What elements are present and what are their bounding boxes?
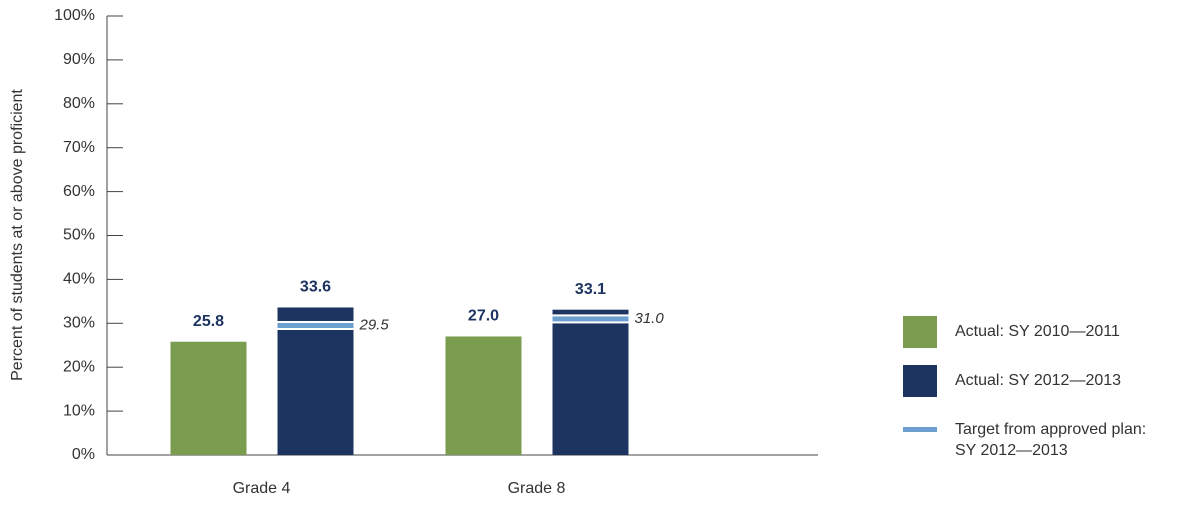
legend-label-box: Target from approved plan: SY 2012—2013 [955,421,1147,459]
y-tick-label: 40% [63,271,95,288]
y-tick-label: 50% [63,227,95,244]
bar [170,341,247,455]
y-axis-title: Percent of students at or above proficie… [9,89,26,381]
target-marker [277,322,354,328]
legend-swatch [903,365,937,397]
y-tick-label: 90% [63,51,95,68]
bar [277,307,354,455]
bar [445,336,522,455]
legend-swatch [903,316,937,348]
y-tick-label: 60% [63,183,95,200]
legend-swatch [903,427,937,432]
value-label: 25.8 [193,313,224,330]
legend-label: Target from approved plan: SY 2012—2013 [955,421,1147,459]
y-tick-label: 30% [63,315,95,332]
legend-label: Actual: SY 2010—2011 [955,323,1120,340]
value-label: 33.6 [300,279,331,296]
y-tick-label: 100% [54,7,95,24]
target-marker [552,316,629,322]
target-label: 29.5 [359,316,390,333]
target-label: 31.0 [635,310,665,327]
legend-label: Actual: SY 2012—2013 [955,372,1121,389]
y-tick-label: 20% [63,358,95,375]
value-label: 27.0 [468,308,499,325]
x-tick-label: Grade 4 [233,480,291,497]
x-tick-label: Grade 8 [508,480,566,497]
y-tick-label: 80% [63,95,95,112]
value-label: 33.1 [575,281,606,298]
y-tick-label: 70% [63,139,95,156]
bar [552,309,629,455]
y-tick-label: 0% [72,446,95,463]
y-tick-label: 10% [63,402,95,419]
